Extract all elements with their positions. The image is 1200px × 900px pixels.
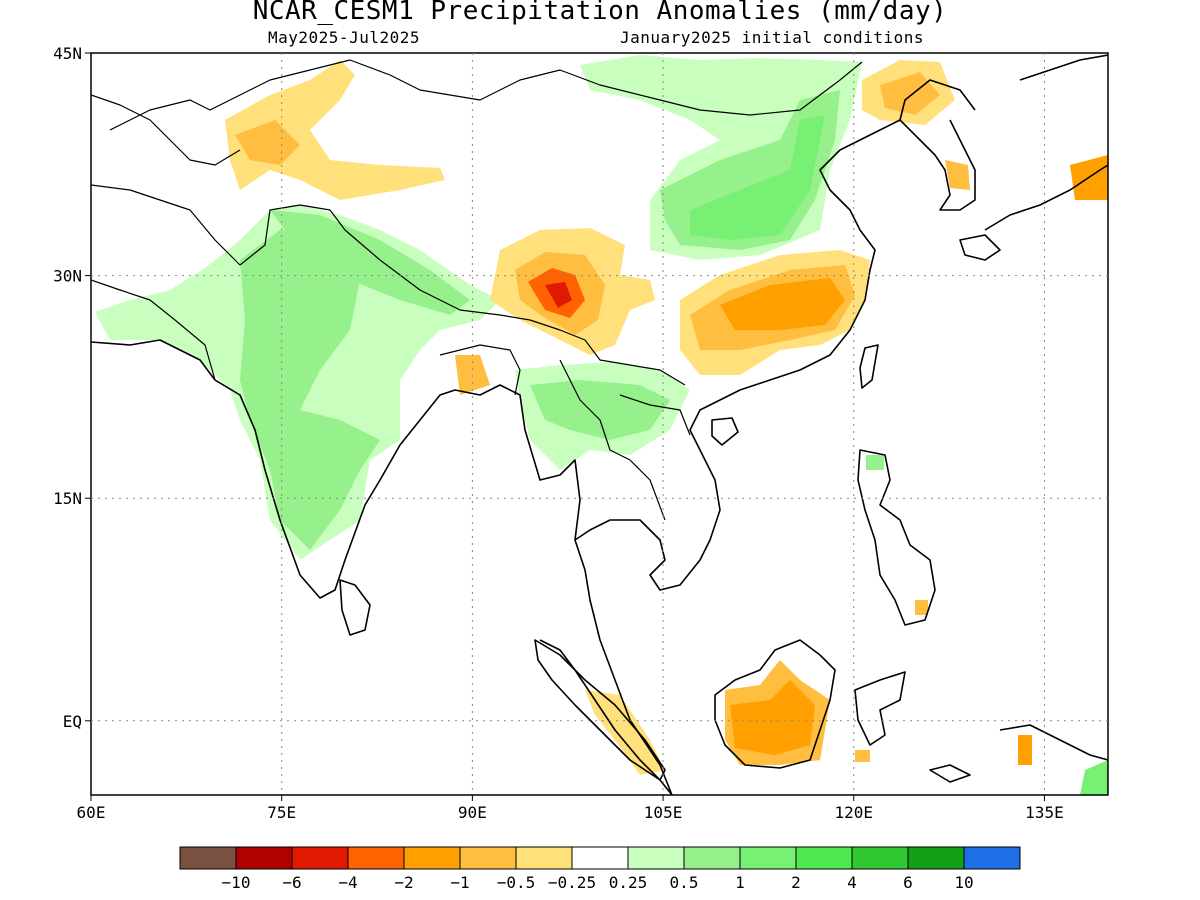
anomaly-region-java [855, 750, 870, 762]
anomaly-region-yangtze-peak [720, 278, 845, 330]
colorbar-swatch [515, 846, 573, 870]
map-title: NCAR_CESM1 Precipitation Anomalies (mm/d… [252, 0, 948, 26]
anomaly-region-borneo-core [730, 680, 815, 755]
initial-conditions: January2025 initial conditions [620, 28, 924, 47]
x-tick-label: 75E [267, 803, 296, 822]
colorbar-label: −4 [338, 873, 357, 892]
colorbar-label: 2 [791, 873, 801, 892]
anomaly-region-new-guinea [1080, 760, 1108, 795]
colorbar-label: −10 [222, 873, 251, 892]
x-tick-label: 105E [644, 803, 683, 822]
anomaly-region-tibet-max [545, 282, 572, 308]
colorbar-swatch [627, 846, 685, 870]
colorbar-label: 10 [954, 873, 973, 892]
colorbar-label: 4 [847, 873, 857, 892]
y-tick-label: 30N [53, 267, 82, 286]
colorbar-label: 6 [903, 873, 913, 892]
colorbar-swatch [907, 846, 965, 870]
colorbar-label: −0.5 [497, 873, 536, 892]
colorbar-swatch [291, 846, 349, 870]
anomaly-region-himalaya [270, 210, 470, 315]
anomaly-region-india-core [240, 230, 380, 550]
anomaly-region-moluccas [1018, 735, 1032, 765]
x-tick-label: 90E [458, 803, 487, 822]
colorbar-swatch [179, 846, 237, 870]
x-tick-label: 60E [77, 803, 106, 822]
colorbar-labels: −10 −6 −4 −2 −1 −0.5 −0.25 0.25 0.5 1 2 4 6 10 [222, 873, 974, 892]
colorbar-swatch [851, 846, 909, 870]
colorbar-swatch [683, 846, 741, 870]
x-tick-label: 135E [1025, 803, 1064, 822]
anomaly-region-karakoram-core [235, 120, 300, 165]
colorbar-swatch [459, 846, 517, 870]
y-tick-label: 45N [53, 44, 82, 63]
coastlines [91, 54, 1108, 795]
forecast-period: May2025-Jul2025 [268, 28, 420, 47]
anomaly-region-sumatra [585, 690, 665, 775]
anomaly-region-philippines [866, 455, 884, 470]
y-tick-label: EQ [63, 712, 82, 731]
anomaly-region-north-china-peak [690, 115, 825, 240]
colorbar-label: 0.25 [609, 873, 648, 892]
anomaly-region-korea-core [880, 72, 940, 115]
colorbar-label: 1 [735, 873, 745, 892]
colorbar-swatch [795, 846, 853, 870]
y-tick-label: 15N [53, 489, 82, 508]
colorbar-swatch [571, 846, 629, 870]
colorbar-swatch [235, 846, 293, 870]
plot-frame [90, 52, 1109, 796]
colorbar-label: −0.25 [548, 873, 596, 892]
colorbar [179, 846, 1021, 870]
graticule [91, 53, 1108, 795]
anomaly-field [91, 54, 1108, 795]
latitude-ticks: 45N 30N 15N EQ [53, 44, 91, 731]
x-tick-label: 120E [834, 803, 873, 822]
colorbar-label: −2 [394, 873, 413, 892]
longitude-ticks: 60E 75E 90E 105E 120E 135E [77, 795, 1064, 822]
colorbar-swatch [739, 846, 797, 870]
colorbar-label: −6 [282, 873, 301, 892]
anomaly-region-indochina-core [530, 380, 670, 440]
colorbar-swatch [963, 846, 1021, 870]
anomaly-region-sulawesi [915, 600, 928, 615]
colorbar-label: −1 [450, 873, 469, 892]
colorbar-swatch [403, 846, 461, 870]
colorbar-swatch [347, 846, 405, 870]
colorbar-label: 0.5 [670, 873, 699, 892]
anomaly-region-korea-south [945, 160, 970, 190]
